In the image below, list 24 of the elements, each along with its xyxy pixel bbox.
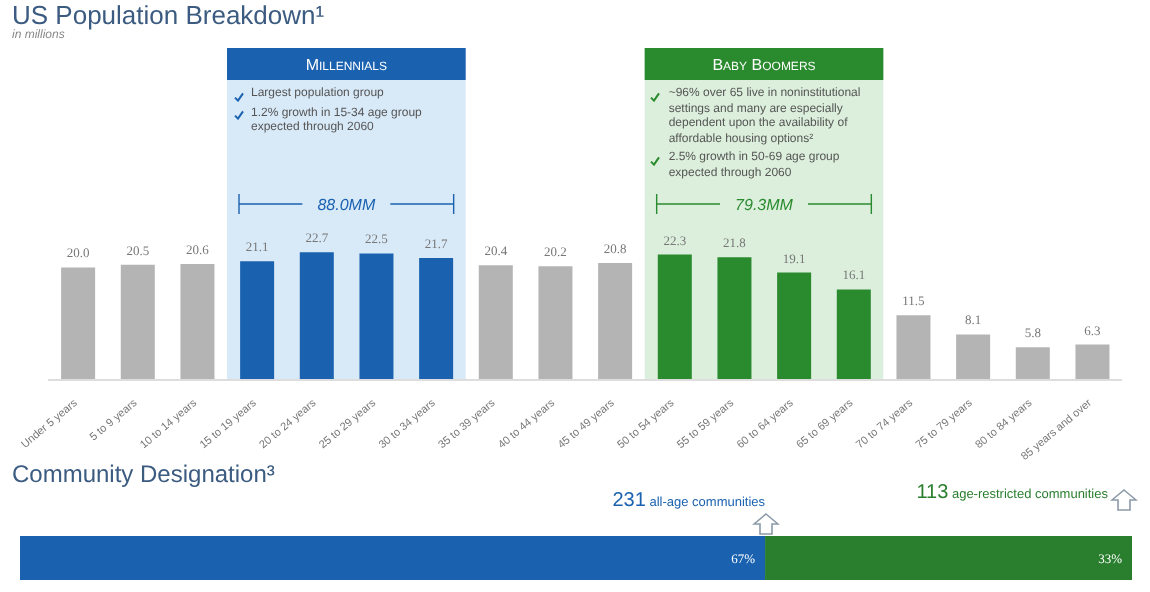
bar <box>61 267 96 380</box>
band-label: Millennials <box>305 56 388 74</box>
bar <box>419 257 454 380</box>
bar <box>180 264 215 380</box>
band-label: Baby Boomers <box>712 56 816 74</box>
bar <box>598 263 633 380</box>
bar <box>299 252 334 380</box>
bar <box>1015 347 1050 380</box>
chart-title: Community Designation³ <box>12 460 275 488</box>
bar <box>1075 344 1110 380</box>
text: 79.3MM <box>735 196 794 214</box>
bar <box>120 264 155 380</box>
bar <box>240 261 275 380</box>
bar <box>896 315 931 380</box>
bar <box>359 253 394 380</box>
bar <box>538 266 573 380</box>
text: 88.0MM <box>317 196 376 214</box>
bar <box>956 334 991 380</box>
bar <box>657 254 692 380</box>
bar <box>836 289 871 380</box>
bar <box>478 265 513 380</box>
chart-title: US Population Breakdown¹ <box>12 0 325 30</box>
bar <box>717 257 752 380</box>
bar <box>777 272 812 380</box>
